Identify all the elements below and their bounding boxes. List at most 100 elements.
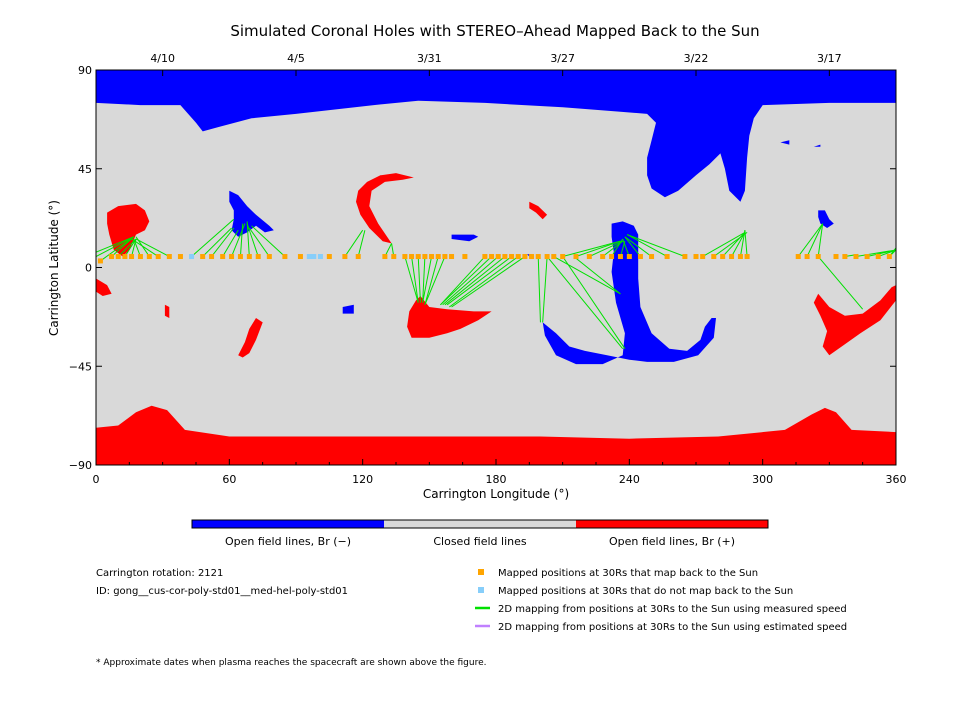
footpoint-mapped bbox=[449, 254, 455, 260]
y-tick-label: −45 bbox=[69, 360, 92, 373]
footpoint-mapped bbox=[495, 254, 501, 260]
region-ch-blue-dots-b bbox=[813, 144, 821, 147]
footpoint-mapped bbox=[462, 254, 468, 260]
mapping-line bbox=[537, 256, 541, 323]
y-tick-label: −90 bbox=[69, 459, 92, 472]
mapping-line bbox=[744, 230, 748, 257]
mapping-line bbox=[624, 236, 652, 257]
mapping-line bbox=[866, 249, 896, 258]
footpoint-mapped bbox=[342, 254, 348, 260]
mapping-line bbox=[440, 256, 492, 306]
y-axis-label: Carrington Latitude (°) bbox=[47, 200, 61, 336]
mapping-line bbox=[404, 256, 419, 303]
mapping-line bbox=[96, 236, 135, 257]
mapping-line bbox=[562, 240, 621, 258]
top-date-label: 3/22 bbox=[684, 52, 709, 65]
mapping-line bbox=[442, 256, 499, 306]
footpoint-mapped bbox=[355, 254, 361, 260]
y-tick-label: 0 bbox=[85, 262, 92, 275]
mapping-lines bbox=[96, 218, 896, 350]
colorbar-label: Open field lines, Br (−) bbox=[225, 535, 351, 548]
mapping-line bbox=[411, 256, 419, 303]
top-date-label: 4/10 bbox=[150, 52, 175, 65]
footpoint-mapped bbox=[155, 254, 161, 260]
mapping-line bbox=[357, 230, 366, 257]
mapping-line bbox=[246, 223, 259, 257]
footpoint-mapped bbox=[617, 254, 623, 260]
footpoint-mapped bbox=[429, 254, 435, 260]
x-axis-label: Carrington Longitude (°) bbox=[423, 487, 569, 501]
footpoint-mapped bbox=[729, 254, 735, 260]
mapping-line bbox=[817, 256, 864, 310]
mapping-line bbox=[344, 229, 364, 257]
footpoint-mapped bbox=[529, 254, 535, 260]
mapping-line bbox=[246, 221, 250, 257]
y-tick-label: 45 bbox=[78, 163, 92, 176]
footpoint-mapped bbox=[804, 254, 810, 260]
plot-background bbox=[96, 70, 896, 465]
mapping-line bbox=[117, 238, 137, 257]
id-text: ID: gong__cus-cor-poly-std01__med-hel-po… bbox=[96, 586, 348, 597]
legend-label: Mapped positions at 30Rs that map back t… bbox=[498, 568, 758, 579]
mapping-line bbox=[424, 256, 439, 305]
footpoint-mapped bbox=[489, 254, 495, 260]
top-date-label: 4/5 bbox=[287, 52, 305, 65]
mapping-line bbox=[422, 256, 433, 303]
mapping-line bbox=[202, 227, 232, 257]
legend-label: 2D mapping from positions at 30Rs to the… bbox=[498, 604, 847, 615]
footpoint-mapped bbox=[200, 254, 206, 260]
footpoint-mapped bbox=[544, 254, 550, 260]
footpoint-mapped bbox=[442, 254, 448, 260]
footpoint-mapped bbox=[129, 254, 135, 260]
footpoint-mapped bbox=[502, 254, 508, 260]
top-date-label: 3/27 bbox=[550, 52, 575, 65]
x-tick-label: 120 bbox=[352, 473, 373, 486]
footpoint-mapped bbox=[560, 254, 566, 260]
footpoint-mapped bbox=[435, 254, 441, 260]
y-tick-label: 90 bbox=[78, 64, 92, 77]
footpoint-mapped bbox=[229, 254, 235, 260]
footpoint-mapped bbox=[391, 254, 397, 260]
axes: 0 60 120 180 240 300 360 −90 −45 0 45 90 4/10 4/5 3/31… bbox=[69, 52, 907, 486]
region-ch-red-0a bbox=[96, 278, 112, 296]
mapping-line bbox=[626, 234, 686, 257]
colorbar-segment bbox=[192, 520, 384, 528]
mapping-line bbox=[251, 225, 286, 257]
top-date-label: 3/17 bbox=[817, 52, 842, 65]
footpoint-mapped bbox=[220, 254, 226, 260]
mapping-line bbox=[222, 229, 239, 257]
mapping-line bbox=[702, 231, 746, 257]
top-date-label: 3/31 bbox=[417, 52, 442, 65]
footpoint-mapped bbox=[875, 254, 881, 260]
mapping-line bbox=[546, 256, 624, 350]
footpoint-mapped bbox=[720, 254, 726, 260]
x-tick-label: 240 bbox=[619, 473, 640, 486]
footpoint-mapped bbox=[409, 254, 415, 260]
region-ch-red-small-c bbox=[529, 201, 548, 220]
footnote: * Approximate dates when plasma reaches … bbox=[96, 658, 487, 668]
mapping-line bbox=[239, 223, 244, 257]
footpoint-mapped bbox=[255, 254, 261, 260]
mapping-line bbox=[797, 223, 824, 257]
region-ch-blue-small-b bbox=[451, 234, 479, 242]
footpoint-mapped bbox=[115, 254, 121, 260]
footpoint-mapped bbox=[637, 254, 643, 260]
colorbar-segment bbox=[384, 520, 576, 528]
mapping-line bbox=[124, 238, 137, 257]
footpoint-mapped bbox=[833, 254, 839, 260]
mapping-line bbox=[424, 256, 446, 305]
footpoint-mapped bbox=[700, 254, 706, 260]
mapping-line bbox=[806, 223, 824, 257]
mapping-line bbox=[111, 236, 135, 257]
region-ch-blue-4 bbox=[542, 221, 716, 365]
footpoint-mapped bbox=[737, 254, 743, 260]
legend-marker bbox=[478, 587, 484, 593]
mapping-line bbox=[542, 256, 548, 323]
footpoint-mapped bbox=[586, 254, 592, 260]
mapping-line bbox=[191, 218, 235, 257]
mapping-line bbox=[440, 256, 486, 306]
footpoint-mapped bbox=[522, 254, 528, 260]
footpoint-mapped bbox=[282, 254, 288, 260]
footpoint-mapped bbox=[693, 254, 699, 260]
footpoint-mapped bbox=[649, 254, 655, 260]
